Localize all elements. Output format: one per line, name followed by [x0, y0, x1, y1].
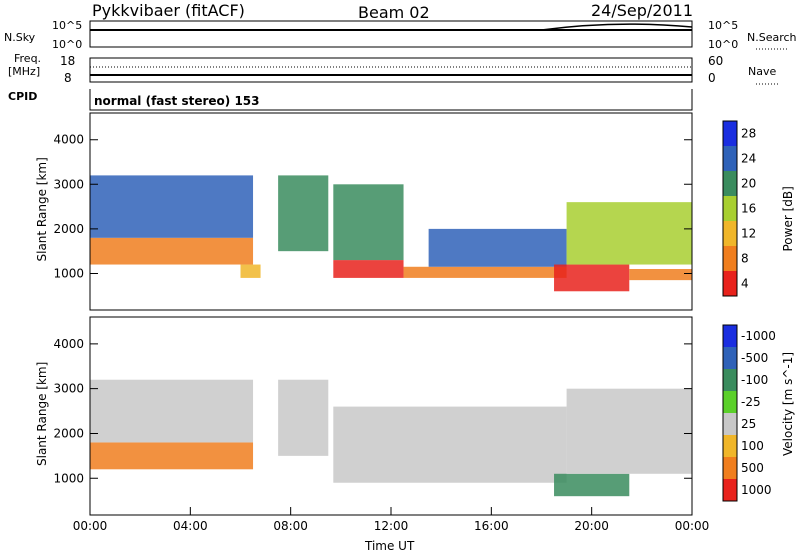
freq-ylo: 8	[64, 71, 72, 85]
power-colorbar-tick-label: 16	[741, 202, 756, 216]
power-band	[566, 202, 692, 265]
power-colorbar-cell	[723, 271, 737, 296]
power-colorbar-tick-label: 8	[741, 252, 749, 266]
power-colorbar-cell	[723, 146, 737, 171]
velocity-colorbar-cell	[723, 435, 737, 457]
time-tick-label: 08:00	[273, 519, 308, 533]
power-colorbar-cell	[723, 171, 737, 196]
power-colorbar-cell	[723, 121, 737, 146]
power-heatmap	[90, 175, 692, 292]
velocity-band	[554, 473, 630, 497]
radar-title: Pykkvibaer (fitACF)	[92, 1, 245, 20]
nave-ylo: 0	[708, 71, 716, 85]
power-band	[240, 264, 261, 278]
power-colorbar-tick-label: 4	[741, 277, 749, 291]
velocity-colorbar-cell	[723, 369, 737, 391]
power-colorbar-cell	[723, 221, 737, 246]
velocity-band	[90, 442, 254, 470]
power-band	[90, 175, 254, 238]
cpid-label: CPID	[8, 90, 38, 103]
power-band	[428, 228, 567, 267]
power-ytick-label: 4000	[53, 133, 84, 147]
power-colorbar-cell	[723, 246, 737, 271]
nsky-panel-frame	[89, 20, 693, 48]
velocity-colorbar-cell	[723, 347, 737, 369]
time-tick-label: 12:00	[374, 519, 409, 533]
power-colorbar-cell	[723, 196, 737, 221]
freq-yhi: 18	[60, 54, 76, 68]
nsearch-label: N.Search	[747, 31, 797, 44]
velocity-ytick-label: 3000	[53, 382, 84, 396]
velocity-ytick-label: 4000	[53, 337, 84, 351]
velocity-colorbar-tick-label: -500	[741, 351, 768, 365]
nsky-label: N.Sky	[4, 31, 36, 44]
time-tick-label: 04:00	[173, 519, 208, 533]
cpid-panel-frame	[89, 89, 693, 111]
power-band	[278, 175, 329, 252]
power-ytick-label: 3000	[53, 177, 84, 191]
velocity-ylabel: Slant Range [km]	[35, 362, 49, 466]
power-ytick-label: 2000	[53, 222, 84, 236]
power-colorbar-tick-label: 24	[741, 152, 756, 166]
nsky-yhi: 10^5	[52, 19, 83, 32]
time-tick-label: 00:00	[675, 519, 710, 533]
power-band	[333, 260, 404, 278]
velocity-colorbar-cell	[723, 413, 737, 435]
velocity-colorbar-tick-label: 1000	[741, 483, 772, 497]
power-ytick-label: 1000	[53, 266, 84, 280]
velocity-ytick-label: 2000	[53, 426, 84, 440]
velocity-band	[278, 379, 329, 456]
time-axis-label: Time UT	[365, 539, 415, 553]
power-panel-frame	[89, 112, 693, 311]
velocity-colorbar-tick-label: -100	[741, 373, 768, 387]
freq-panel-frame	[89, 57, 693, 83]
nsearch-yhi: 10^5	[708, 19, 739, 32]
power-colorbar-tick-label: 28	[741, 127, 756, 141]
velocity-band	[566, 388, 692, 474]
nsearch-ylo: 10^0	[708, 38, 739, 51]
date-label: 24/Sep/2011	[591, 1, 694, 20]
velocity-colorbar-tick-label: -1000	[741, 329, 776, 343]
velocity-colorbar-cell	[723, 479, 737, 501]
power-colorbar-frame	[722, 120, 738, 297]
cpid-mode: normal (fast stereo) 153	[94, 94, 260, 108]
velocity-ytick-label: 1000	[53, 471, 84, 485]
nsky-trace-rise	[541, 23, 693, 31]
power-band	[629, 268, 692, 281]
velocity-colorbar-tick-label: 500	[741, 461, 764, 475]
nsky-ylo: 10^0	[52, 38, 83, 51]
power-band	[403, 266, 567, 278]
velocity-band	[90, 379, 254, 443]
power-colorbar-tick-label: 20	[741, 177, 756, 191]
beam-label: Beam 02	[358, 3, 430, 22]
velocity-colorbar-cell	[723, 325, 737, 347]
power-band	[90, 237, 254, 265]
velocity-band	[333, 406, 567, 483]
power-ylabel: Slant Range [km]	[35, 157, 49, 261]
nave-label: Nave	[748, 65, 777, 78]
nave-yhi: 60	[708, 54, 724, 68]
velocity-heatmap	[90, 379, 692, 497]
velocity-colorbar-tick-label: 25	[741, 417, 756, 431]
velocity-colorbar-tick-label: 100	[741, 439, 764, 453]
velocity-colorbar-frame	[722, 324, 738, 502]
velocity-colorbar-label: Velocity [m s^-1]	[781, 352, 795, 456]
velocity-colorbar-cell	[723, 391, 737, 413]
power-colorbar-label: Power [dB]	[781, 186, 795, 251]
freq-label: Freq.	[14, 52, 42, 65]
power-colorbar-tick-label: 12	[741, 227, 756, 241]
time-tick-label: 20:00	[574, 519, 609, 533]
time-tick-label: 16:00	[474, 519, 509, 533]
velocity-colorbar-tick-label: -25	[741, 395, 761, 409]
time-tick-label: 00:00	[73, 519, 108, 533]
freq-unit: [MHz]	[8, 65, 41, 78]
power-band	[554, 264, 630, 292]
velocity-colorbar-cell	[723, 457, 737, 479]
power-band	[333, 184, 404, 261]
